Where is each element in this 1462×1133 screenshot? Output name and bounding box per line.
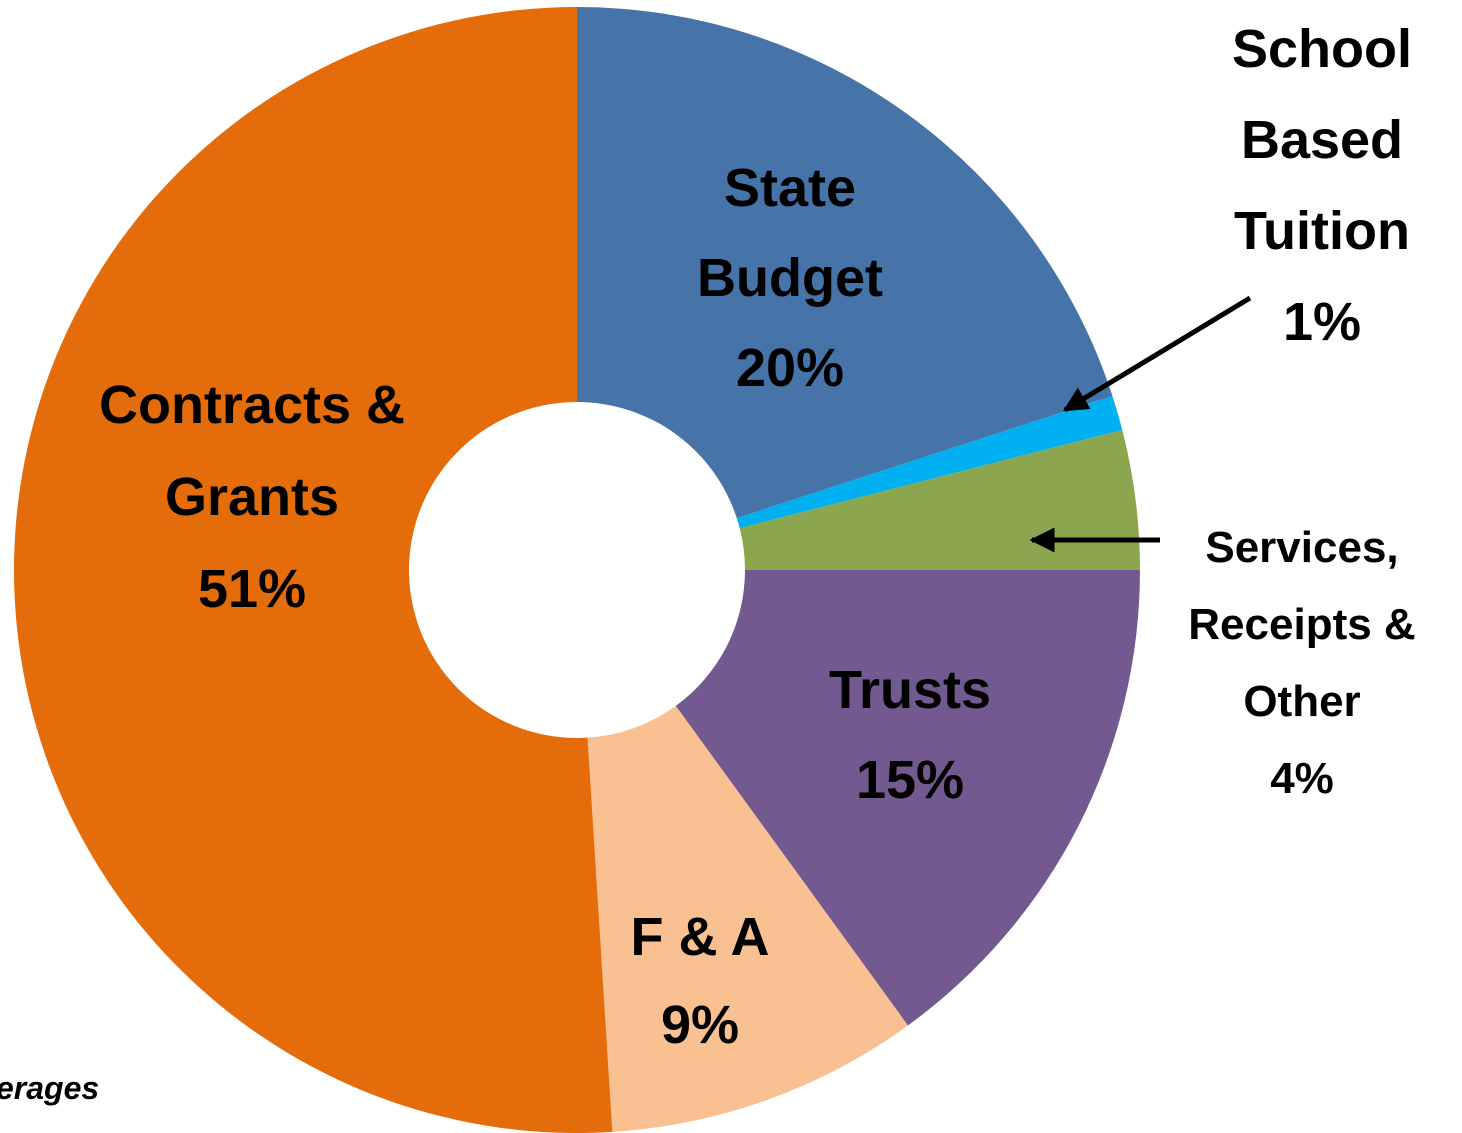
- note: erages: [0, 1070, 100, 1106]
- category-name: School Based Tuition: [1231, 19, 1412, 261]
- slice-label: School Based Tuition 1%: [1202, 4, 1442, 368]
- value-label: 4%: [1270, 754, 1334, 803]
- value-label: 9%: [660, 995, 740, 1055]
- slice: [675, 570, 1140, 1026]
- slice: [736, 396, 1123, 529]
- category-name: Trusts: [828, 660, 992, 720]
- value-label: 51%: [197, 559, 307, 619]
- category-name: Contracts & Grants: [98, 375, 406, 527]
- slice: [14, 7, 613, 1133]
- slice-label: Contracts & Grants 51%: [52, 359, 452, 635]
- category-name: Services, Receipts & Other: [1188, 523, 1416, 726]
- category-name: F & A: [630, 907, 770, 967]
- slice: [577, 7, 1113, 519]
- value-label: 20%: [735, 338, 845, 398]
- category-name: State Budget: [697, 158, 883, 308]
- slice-label: State Budget 20%: [670, 143, 910, 413]
- slice-label: F & A 9%: [580, 893, 820, 1069]
- slices: [14, 7, 1140, 1133]
- value-label: 1%: [1282, 292, 1362, 352]
- value-label: 15%: [855, 750, 965, 810]
- slice-label: Services, Receipts & Other 4%: [1157, 509, 1447, 817]
- slice-label: Trusts 15%: [780, 645, 1040, 825]
- arrow: [1062, 295, 1252, 413]
- slice: [587, 705, 908, 1132]
